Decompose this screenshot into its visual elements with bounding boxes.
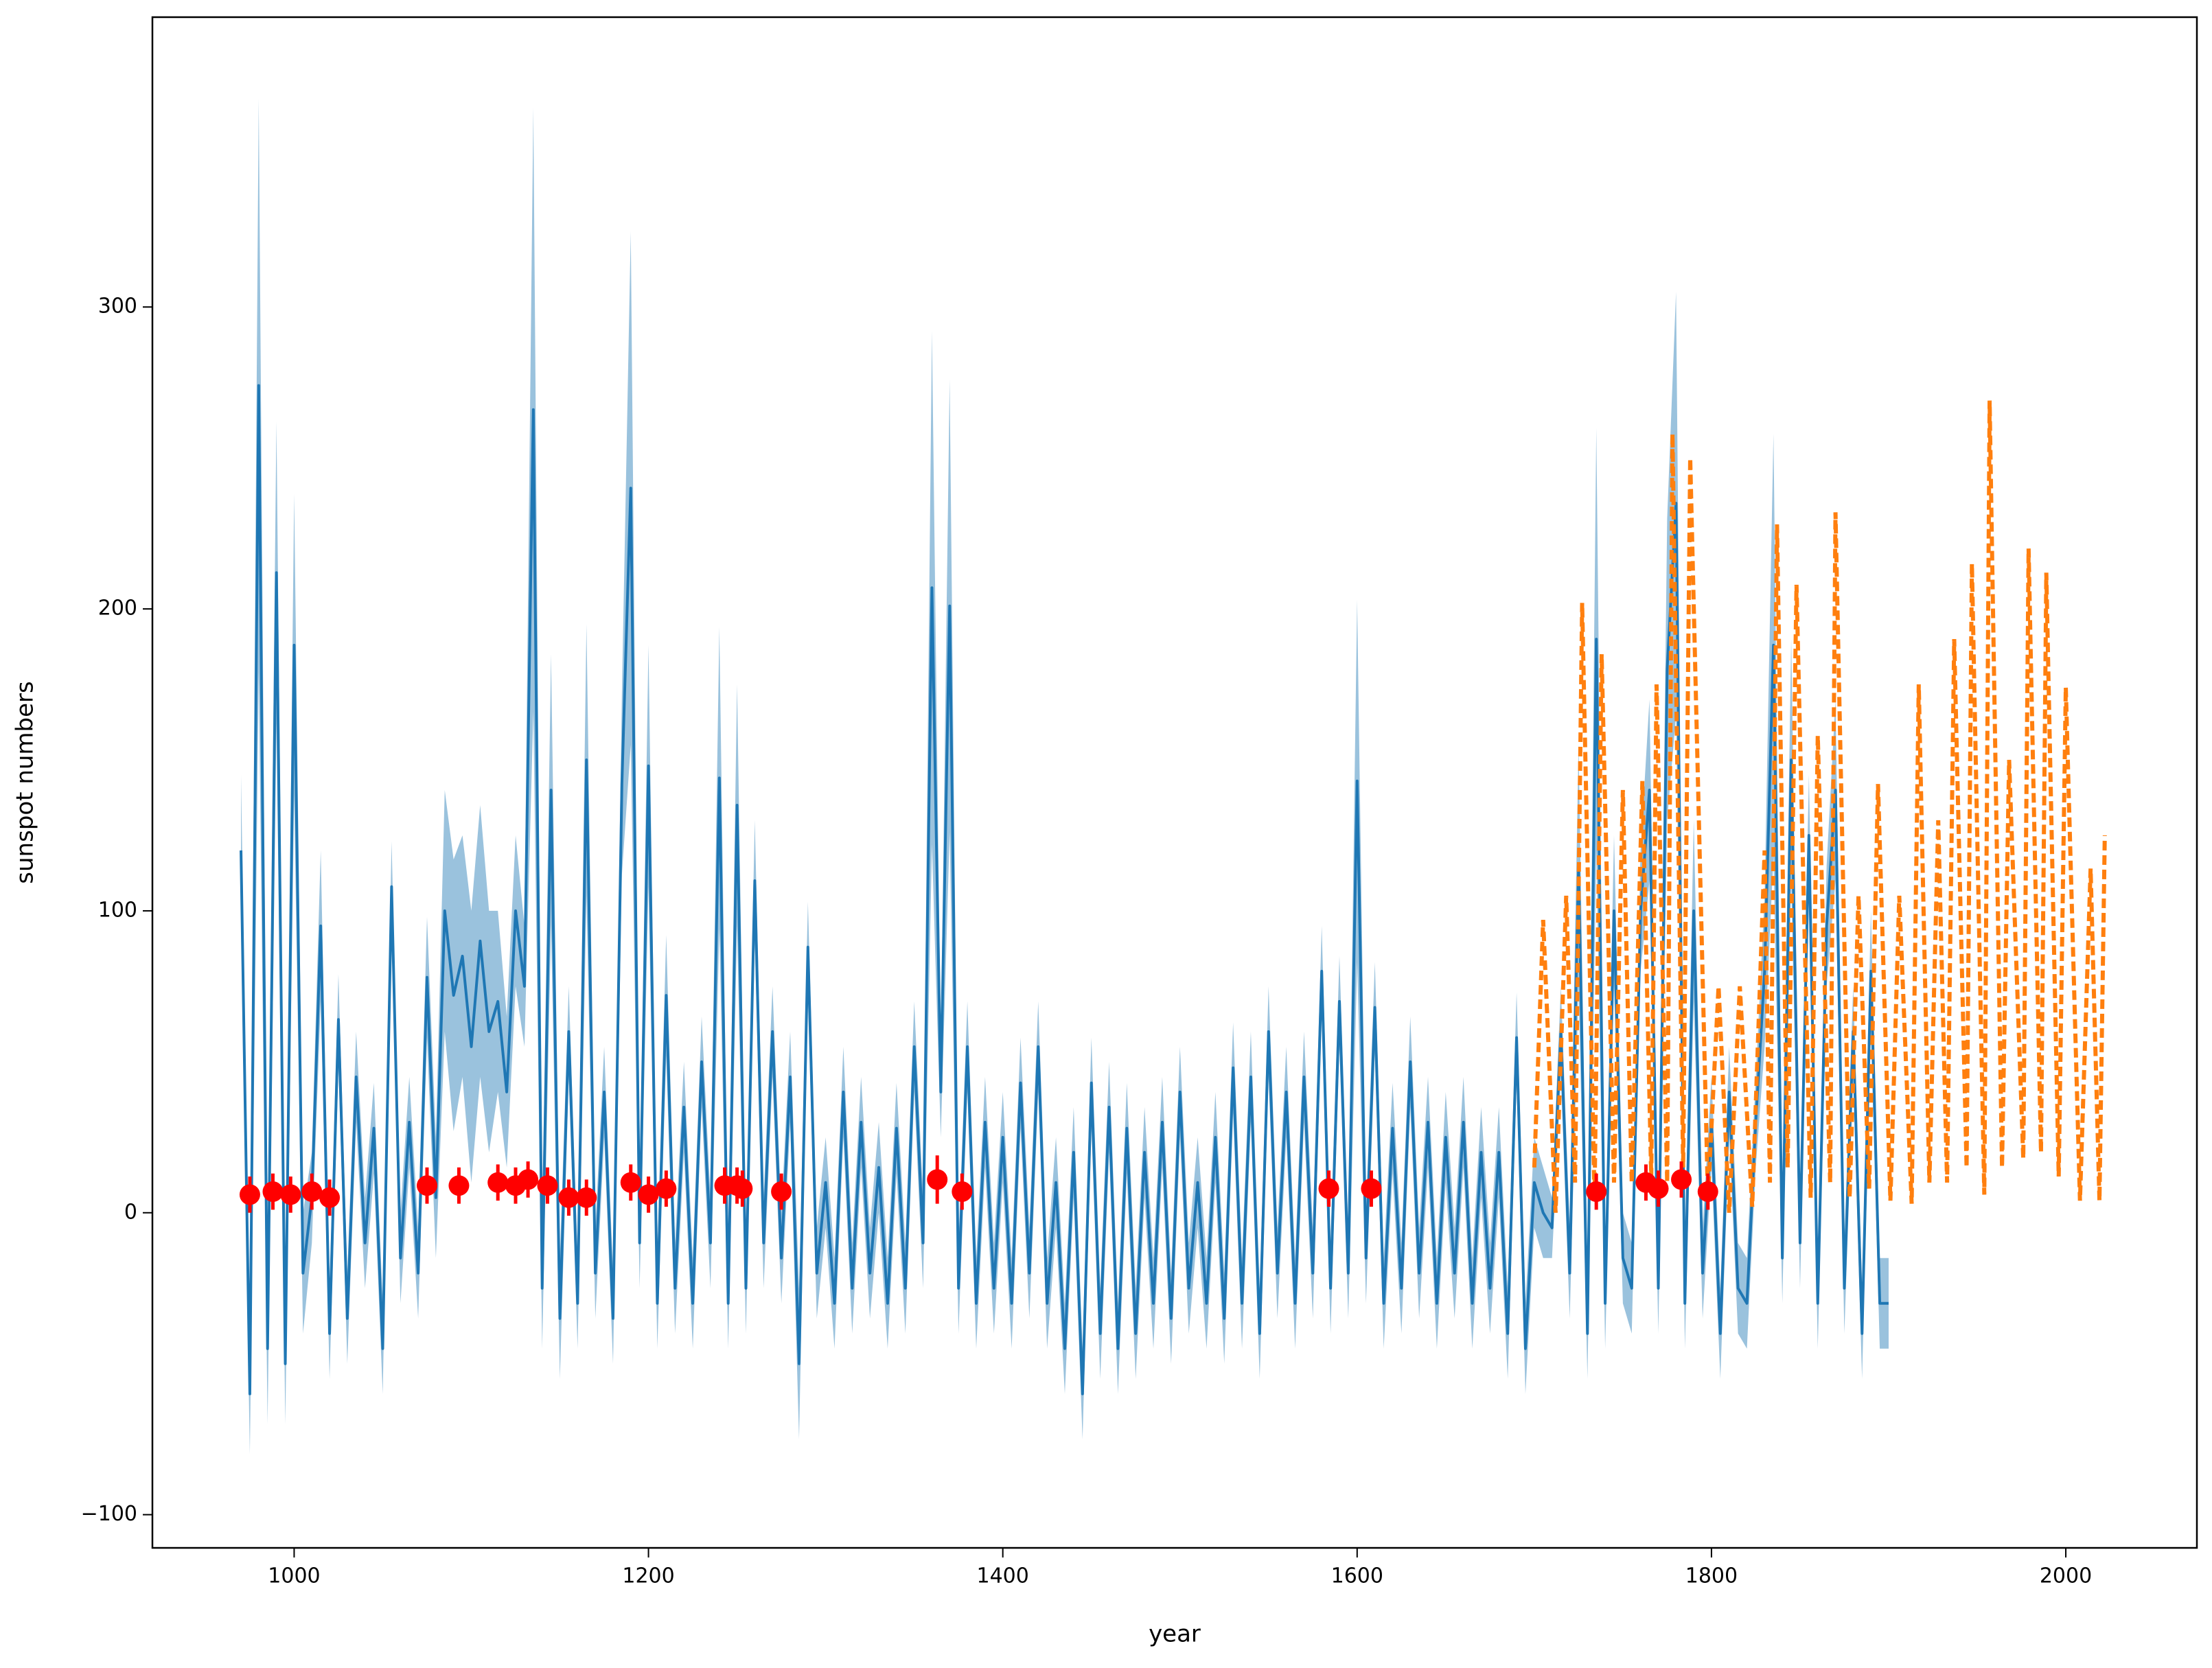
point (638, 1184, 659, 1205)
point (620, 1172, 641, 1193)
point (280, 1184, 301, 1205)
axes-frame (151, 16, 2198, 1549)
point (576, 1187, 597, 1208)
y-tick-label: 200 (98, 596, 137, 621)
point (1361, 1178, 1382, 1199)
point (518, 1169, 539, 1190)
point (239, 1184, 260, 1205)
y-tick-label: 0 (124, 1200, 137, 1224)
point (416, 1175, 437, 1196)
x-tick-label: 1400 (977, 1564, 1029, 1588)
point (656, 1178, 677, 1199)
point (1648, 1178, 1669, 1199)
dashed-line (1532, 400, 2107, 1213)
point (537, 1175, 558, 1196)
point (1671, 1169, 1692, 1190)
y-tick-label: 300 (98, 294, 137, 318)
x-tick-label: 1600 (1331, 1564, 1383, 1588)
y-axis-label: sunspot numbers (12, 681, 39, 883)
y-tick-label: −100 (81, 1502, 137, 1526)
point (1697, 1181, 1718, 1202)
point (771, 1181, 792, 1202)
plot-area (239, 98, 2107, 1455)
point (558, 1187, 579, 1208)
x-tick-label: 1800 (1685, 1564, 1738, 1588)
point (1318, 1178, 1339, 1199)
y-tick-label: 100 (98, 898, 137, 922)
x-tick-label: 2000 (2040, 1564, 2092, 1588)
point (319, 1187, 341, 1208)
x-tick-label: 1200 (622, 1564, 674, 1588)
point (301, 1181, 323, 1202)
point (262, 1181, 284, 1202)
point (1586, 1181, 1607, 1202)
point (952, 1181, 973, 1202)
point (448, 1175, 470, 1196)
point (927, 1169, 948, 1190)
point (732, 1178, 753, 1199)
line (240, 384, 1889, 1395)
x-axis-label: year (1149, 1621, 1201, 1648)
point (487, 1172, 509, 1193)
x-tick-label: 1000 (268, 1564, 320, 1588)
